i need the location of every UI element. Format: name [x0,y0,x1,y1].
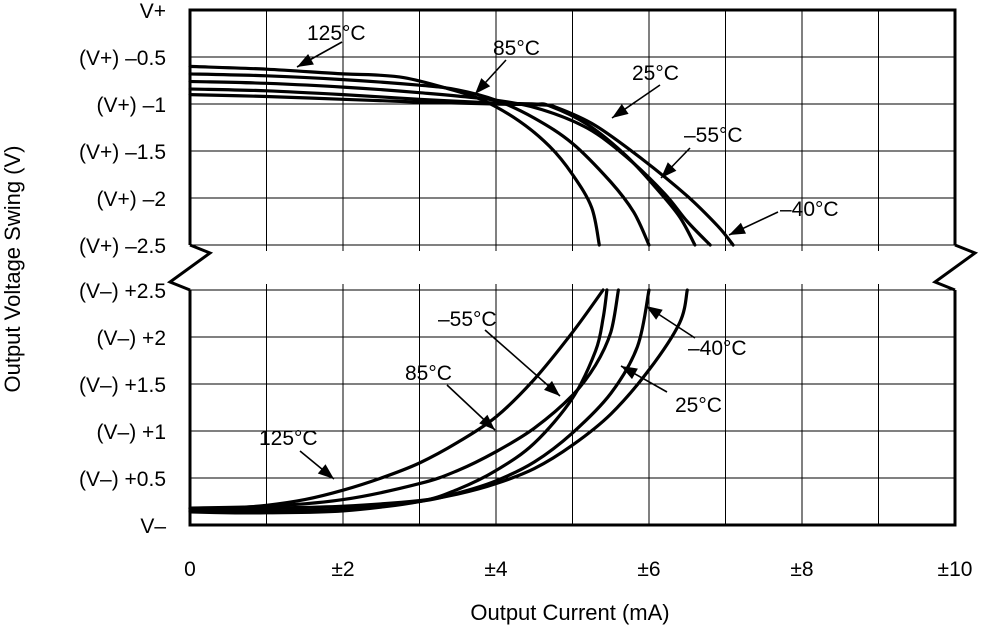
y-tick-label-lower: (V–) +1 [97,421,166,444]
annotation-label: –40°C [688,337,747,360]
annotation-label: –55°C [438,308,497,331]
tick-labels: 0 ±2 ±4 ±6 ±8 ±10 V+ (V+) –0.5 (V+) –1 (V+) –1.5 (… [79,0,972,581]
y-tick-label-upper: (V+) –1.5 [79,141,166,164]
annotation-label: –55°C [684,124,743,147]
curves [188,64,735,515]
curve-upper-25C [188,79,712,247]
curve-lower-125C [188,288,605,510]
x-tick-label: ±6 [637,558,660,581]
x-tick-label: ±10 [938,558,973,581]
axis-break-right [931,243,979,292]
annotation-arrow-head [661,162,677,178]
curve-lower-55C [188,288,609,515]
curve-upper-40C [188,93,735,247]
annotation-arrow-head [317,464,334,479]
x-tick-label: ±2 [331,558,354,581]
y-tick-label-upper: (V+) –0.5 [79,47,166,70]
annotation-label: –40°C [780,198,839,221]
annotation-arrow-head [612,104,629,118]
y-tick-label-upper: V+ [140,0,166,23]
y-tick-label-lower: (V–) +2.5 [79,280,166,303]
annotations: 125°C 85°C 25°C –55°C –40°C –40°C –55°C 85°C 25°… [259,22,839,480]
annotation-arrow-head [621,366,638,380]
y-tick-label-upper: (V+) –1 [97,94,166,117]
annotation-label: 85°C [405,362,452,385]
x-tick-label: ±4 [484,558,508,581]
annotation-arrow-head [729,222,746,235]
x-axis-label: Output Current (mA) [470,600,669,625]
frame-upper [188,8,957,245]
annotation-arrow-shaft [484,329,561,397]
y-axis-label: Output Voltage Swing (V) [0,145,25,392]
frame-lower [188,290,957,527]
y-tick-label-lower: (V–) +0.5 [79,468,166,491]
annotation-arrow-head [297,54,314,67]
curve-upper-125C [188,64,601,247]
axis-break-left [166,243,214,292]
annotation-arrow-head [544,380,560,396]
y-tick-label-lower: (V–) +1.5 [79,374,166,397]
annotation-arrow-head [646,306,663,320]
annotation-label: 125°C [259,427,318,450]
x-tick-label: 0 [184,558,196,581]
curve-lower-25C [188,288,689,511]
curve-lower-85C [188,288,620,510]
annotation-label: 85°C [493,37,540,60]
curve-lower-40C [188,288,651,513]
annotation-arrow-head [475,78,491,94]
annotation-arrow-head [479,414,495,430]
y-tick-label-upper: (V+) –2.5 [79,235,166,258]
x-tick-label: ±8 [790,558,813,581]
y-tick-label-lower: V– [140,515,166,538]
grid [190,10,955,525]
y-tick-label-lower: (V–) +2 [97,327,166,350]
plot-frame [166,8,979,527]
annotation-label: 25°C [632,62,679,85]
annotation-label: 125°C [307,22,366,45]
y-tick-label-upper: (V+) –2 [97,188,166,211]
annotation-label: 25°C [675,394,722,417]
